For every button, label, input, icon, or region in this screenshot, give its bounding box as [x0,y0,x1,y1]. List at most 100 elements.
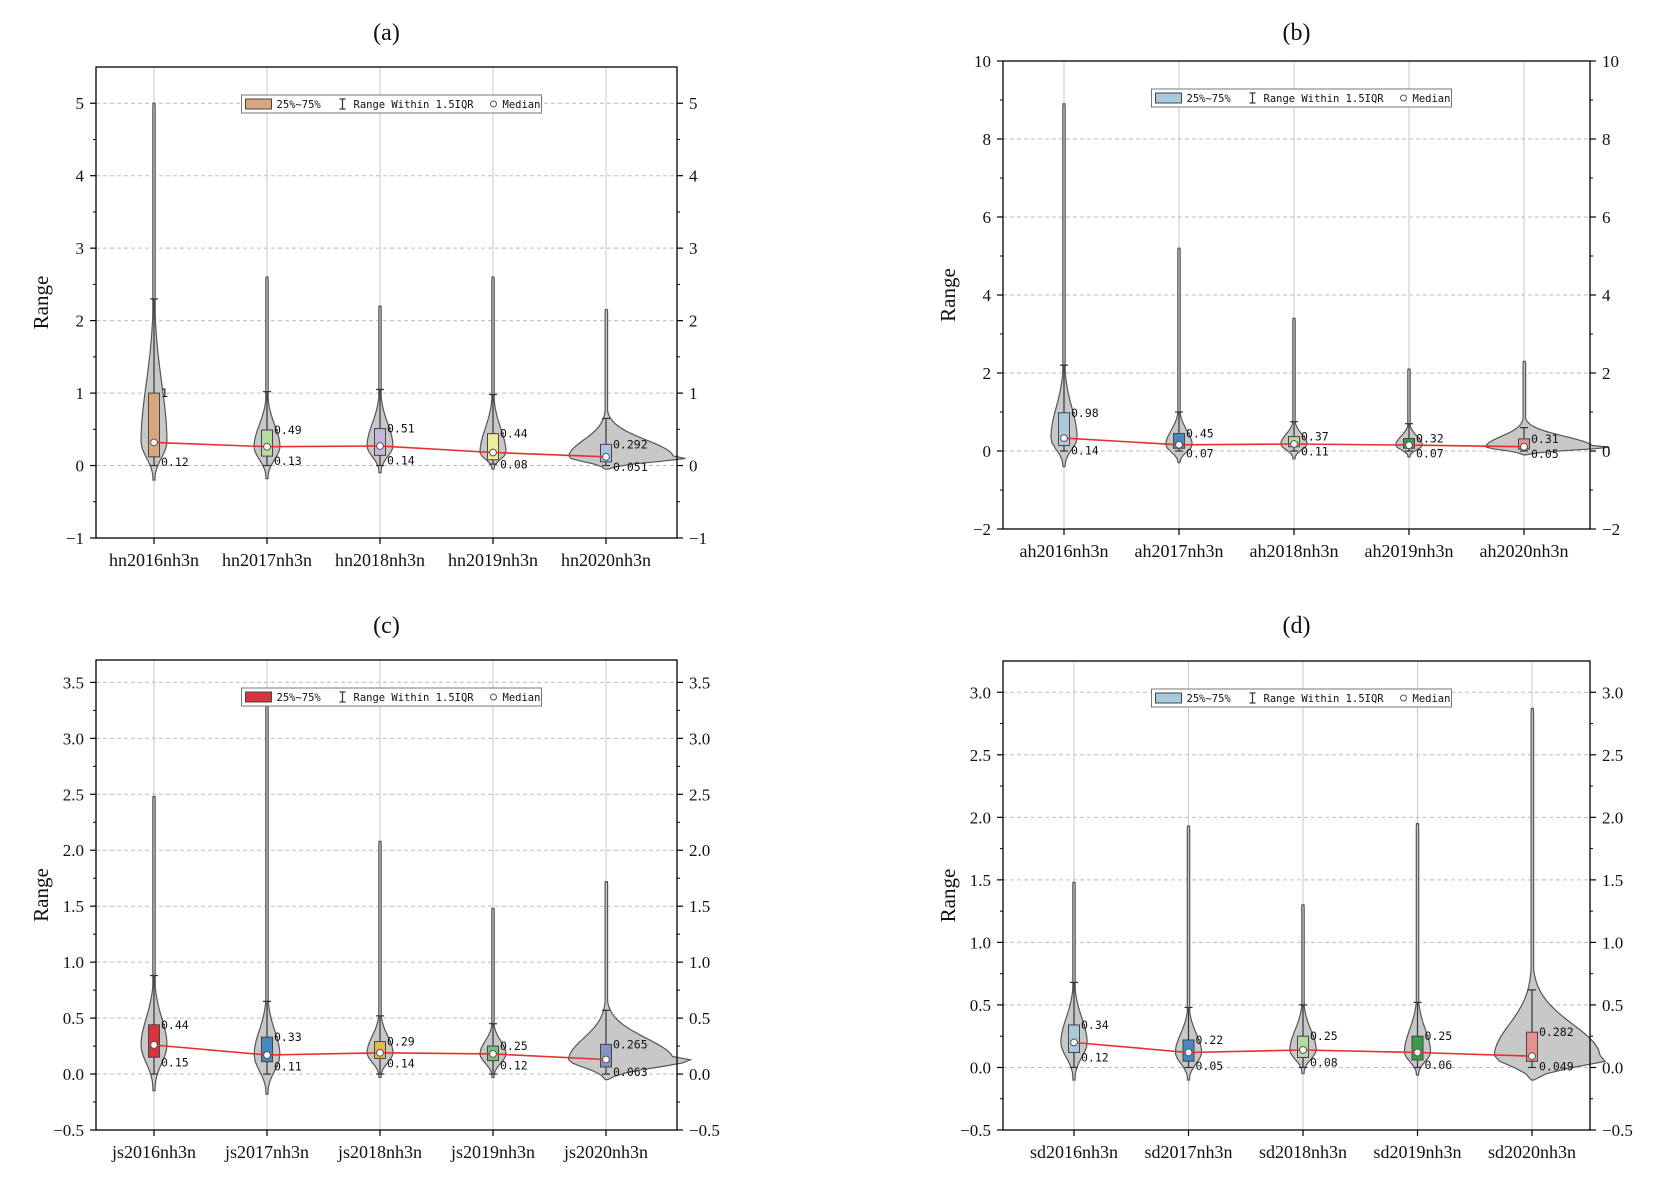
iqr-box [148,392,160,458]
median-point [489,448,497,457]
legend-median-label: Median [503,99,541,111]
panel-title: (d) [1283,613,1311,639]
y-tick-label-right: 3.5 [689,673,710,692]
y-tick-label-right: 4 [689,167,698,186]
y-tick-label-left: 4 [76,167,85,186]
panel-title: (b) [1283,20,1311,46]
y-tick-label-left: 4 [983,286,992,305]
legend: 25%~75% Range Within 1.5IQR Median [241,687,542,707]
y-tick-label-right: −0.5 [689,1121,720,1140]
plot-frame [95,659,678,1131]
y-axis-label: Range [29,868,53,922]
violin-shape [140,102,168,481]
x-category-label: hn2020nh3n [561,550,651,570]
violin-shape [1395,368,1423,458]
median-point [1070,1038,1078,1047]
x-category-label: js2020nh3n [563,1142,648,1162]
y-tick-label-right: 6 [1602,208,1611,227]
iqr-box [1058,412,1070,447]
median-point [1290,440,1298,448]
legend-median-label: Median [1413,93,1451,105]
legend-median-label: Median [503,692,541,704]
y-tick-label-right: 0 [689,457,698,476]
x-category-label: ah2020nh3n [1480,541,1569,561]
iqr-box [148,1024,160,1058]
median-point [1413,1048,1422,1057]
y-tick-label-right: 0.5 [689,1009,710,1028]
y-tick-label-left: −0.5 [960,1121,991,1140]
x-category-label: ah2017nh3n [1135,541,1224,561]
y-tick-label-right: 0.0 [689,1065,710,1084]
y-tick-label-right: 2 [689,312,698,331]
x-category-label: hn2018nh3n [335,550,425,570]
q3-label: 0.25 [500,1039,528,1053]
y-tick-label-left: 0.0 [970,1058,991,1077]
q1-label: 0.051 [613,460,648,474]
legend-box-label: 25%~75% [277,99,322,111]
y-tick-label-left: −1 [66,529,84,548]
median-point [602,1055,610,1064]
q1-label: 0.06 [1425,1058,1453,1072]
y-tick-label-right: 3 [689,239,698,258]
q3-label: 1 [161,386,168,400]
y-tick-label-right: 1.0 [1602,933,1623,952]
y-tick-label-left: 5 [76,94,85,113]
iqr-box [1411,1035,1424,1061]
legend-median-icon [490,693,497,701]
x-category-label: js2018nh3n [337,1142,422,1162]
median-point [263,442,271,451]
y-tick-label-left: 0.5 [970,996,991,1015]
y-tick-label-left: 3.5 [63,673,84,692]
q3-label: 0.25 [1425,1029,1453,1043]
q3-label: 0.32 [1416,432,1444,446]
y-tick-label-right: 2 [1602,364,1611,383]
violin-shape [1165,247,1193,464]
median-point [1299,1046,1307,1054]
q1-label: 0.11 [1301,445,1329,459]
violin-shape [1403,822,1432,1076]
median-point [1060,434,1068,443]
violin-shape [1174,825,1203,1081]
y-tick-label-right: 4 [1602,286,1611,305]
y-tick-label-left: 6 [983,208,992,227]
legend-box-label: 25%~75% [1187,693,1232,705]
y-tick-label-left: 10 [974,52,991,71]
median-point [1175,440,1183,449]
q1-label: 0.063 [613,1065,648,1079]
x-category-label: hn2016nh3n [109,550,199,570]
x-category-label: sd2018nh3n [1259,1142,1347,1162]
x-category-label: hn2019nh3n [448,550,538,570]
median-point [150,438,158,447]
violin-shape [140,795,168,1092]
y-tick-label-left: −2 [973,520,991,539]
q3-label: 0.33 [274,1030,302,1044]
q3-label: 0.22 [1196,1033,1224,1047]
y-tick-label-right: 0.5 [1602,996,1623,1015]
legend: 25%~75% Range Within 1.5IQR Median [1151,88,1452,108]
q1-label: 0.11 [274,1060,302,1074]
x-category-label: js2017nh3n [224,1142,309,1162]
y-tick-label-right: 1.5 [1602,871,1623,890]
legend-frame [241,687,542,707]
q3-label: 0.44 [500,427,528,441]
legend-median-icon [490,100,497,108]
y-tick-label-left: 3.0 [970,683,991,702]
y-tick-label-right: 3.0 [689,729,710,748]
x-category-label: ah2018nh3n [1250,541,1339,561]
legend-box-swatch [245,98,272,110]
legend-median-icon [1400,94,1407,102]
y-tick-label-right: 1 [689,384,698,403]
q1-label: 0.05 [1196,1059,1224,1073]
y-tick-label-right: 5 [689,94,698,113]
violin-shape [1280,317,1308,460]
q1-label: 0.14 [387,1056,415,1070]
panel-title: (c) [373,613,400,639]
legend-frame [1151,688,1452,708]
q3-label: 0.25 [1310,1029,1338,1043]
y-tick-label-right: 1.0 [689,953,710,972]
q1-label: 0.15 [161,1055,189,1069]
x-category-label: ah2019nh3n [1365,541,1454,561]
y-tick-label-left: 2 [76,312,85,331]
y-tick-label-left: 0.5 [63,1009,84,1028]
